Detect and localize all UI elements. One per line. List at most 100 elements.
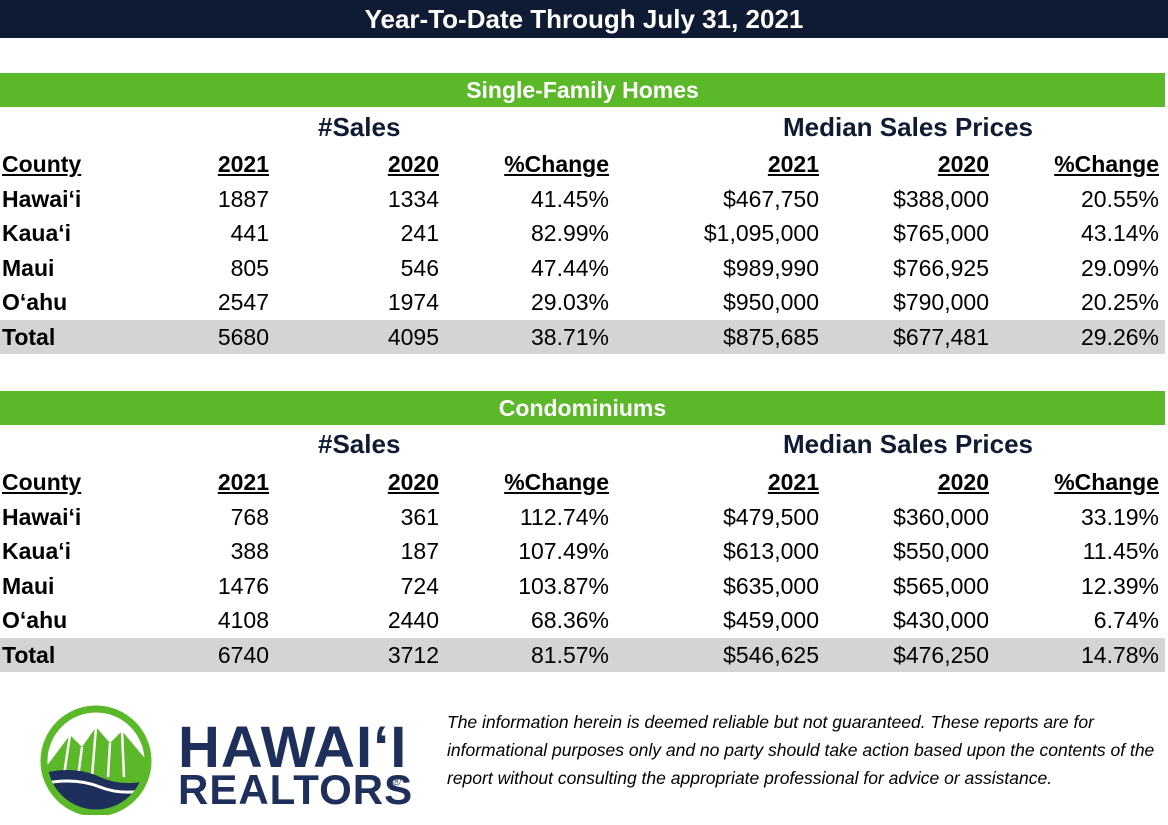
price-change: 33.19% (1080, 503, 1159, 530)
sales-2021: 768 (230, 503, 269, 530)
col-header-price-2020: 2020 (937, 469, 989, 495)
price-2020: $565,000 (893, 572, 989, 599)
sales-2021: 1887 (217, 185, 269, 212)
sales-change: 41.45% (530, 185, 609, 212)
single-family-table: County 2021 2020 %Change 2021 2020 %Chan… (0, 147, 1165, 354)
total-price-2021: $875,685 (615, 319, 825, 354)
condominiums-table: County 2021 2020 %Change 2021 2020 %Chan… (0, 465, 1165, 672)
total-sales-2021: 5680 (150, 319, 275, 354)
sales-2020: 361 (400, 503, 439, 530)
col-header-county: County (2, 469, 82, 495)
county-name: Hawai‘i (2, 503, 82, 530)
price-2020: $430,000 (893, 607, 989, 633)
price-2021: $613,000 (723, 538, 819, 564)
price-2021: $950,000 (723, 289, 819, 315)
total-price-2021: $546,625 (615, 637, 825, 672)
sales-change: 29.03% (530, 289, 609, 315)
sales-2021: 805 (230, 254, 269, 281)
price-change: 43.14% (1080, 220, 1159, 246)
registered-mark: ® (392, 774, 401, 788)
price-2020: $790,000 (893, 289, 989, 315)
total-sales-change: 81.57% (445, 637, 615, 672)
table-row: Kaua‘i 441 241 82.99% $1,095,000 $765,00… (0, 216, 1165, 251)
price-change: 6.74% (1093, 607, 1159, 633)
total-price-change: 14.78% (995, 637, 1165, 672)
group-label-median-prices: Median Sales Prices (783, 429, 1034, 459)
county-name: Kaua‘i (2, 538, 72, 564)
county-name: O‘ahu (2, 289, 68, 315)
table-total-row: Total 5680 4095 38.71% $875,685 $677,481… (0, 319, 1165, 354)
sales-2020: 1334 (387, 185, 439, 212)
sales-2021: 4108 (217, 607, 269, 633)
table-row: O‘ahu 2547 1974 29.03% $950,000 $790,000… (0, 285, 1165, 320)
col-header-price-2021: 2021 (767, 151, 819, 177)
total-sales-change: 38.71% (445, 319, 615, 354)
total-sales-2021: 6740 (150, 637, 275, 672)
county-name: Maui (2, 572, 55, 599)
price-2021: $479,500 (723, 503, 819, 530)
logo-text-realtors: REALTORS (178, 766, 414, 813)
logo-text-hawaii: HAWAI‘I (178, 715, 408, 780)
group-label-median-prices: Median Sales Prices (783, 112, 1034, 142)
col-header-county: County (2, 151, 82, 177)
price-change: 11.45% (1082, 538, 1159, 564)
total-sales-2020: 3712 (275, 637, 445, 672)
col-header-price-change: %Change (1054, 151, 1159, 177)
price-change: 12.39% (1080, 572, 1159, 599)
table-row: Hawai‘i 768 361 112.74% $479,500 $360,00… (0, 500, 1165, 535)
county-name: Kaua‘i (2, 220, 72, 246)
table-header-row: County 2021 2020 %Change 2021 2020 %Chan… (0, 147, 1165, 182)
county-name: O‘ahu (2, 607, 68, 633)
price-2021: $459,000 (723, 607, 819, 633)
sales-2020: 187 (400, 538, 439, 564)
price-change: 20.25% (1080, 289, 1159, 315)
sales-change: 82.99% (530, 220, 609, 246)
price-2021: $635,000 (723, 572, 819, 599)
table-row: Maui 805 546 47.44% $989,990 $766,925 29… (0, 251, 1165, 286)
col-header-sales-2021: 2021 (217, 151, 269, 177)
col-header-price-2020: 2020 (937, 151, 989, 177)
total-label: Total (0, 637, 150, 672)
col-header-sales-2021: 2021 (217, 469, 269, 495)
sales-change: 103.87% (518, 572, 609, 599)
total-price-2020: $677,481 (825, 319, 995, 354)
col-header-sales-2020: 2020 (387, 151, 439, 177)
price-2021: $1,095,000 (703, 220, 819, 246)
sales-2021: 441 (230, 220, 269, 246)
sales-2021: 1476 (217, 572, 269, 599)
price-change: 20.55% (1080, 185, 1159, 212)
table-row: O‘ahu 4108 2440 68.36% $459,000 $430,000… (0, 603, 1165, 638)
price-2021: $467,750 (723, 185, 819, 212)
group-label-sales: #Sales (318, 112, 401, 142)
total-price-change: 29.26% (995, 319, 1165, 354)
disclaimer-text: The information herein is deemed reliabl… (447, 712, 1155, 788)
col-header-price-2021: 2021 (767, 469, 819, 495)
col-header-sales-change: %Change (504, 151, 609, 177)
table-row: Hawai‘i 1887 1334 41.45% $467,750 $388,0… (0, 182, 1165, 217)
table-header-row: County 2021 2020 %Change 2021 2020 %Chan… (0, 465, 1165, 500)
total-sales-2020: 4095 (275, 319, 445, 354)
sales-change: 47.44% (530, 254, 609, 281)
total-price-2020: $476,250 (825, 637, 995, 672)
sales-change: 112.74% (519, 503, 609, 530)
sales-change: 107.49% (518, 538, 609, 564)
county-name: Hawai‘i (2, 185, 82, 212)
sales-2020: 241 (400, 220, 439, 246)
report-title: Year-To-Date Through July 31, 2021 (0, 0, 1168, 38)
sales-2020: 1974 (387, 289, 439, 315)
table-row: Maui 1476 724 103.87% $635,000 $565,000 … (0, 569, 1165, 604)
sales-2020: 724 (400, 572, 439, 599)
price-2020: $360,000 (893, 503, 989, 530)
price-2020: $765,000 (893, 220, 989, 246)
total-label: Total (0, 319, 150, 354)
table-row: Kaua‘i 388 187 107.49% $613,000 $550,000… (0, 534, 1165, 569)
price-2020: $388,000 (893, 185, 989, 212)
group-label-sales: #Sales (318, 429, 401, 459)
sales-change: 68.36% (530, 607, 609, 633)
section-header-condominiums: Condominiums (0, 391, 1165, 425)
price-2020: $766,925 (893, 254, 989, 281)
sales-2020: 2440 (387, 607, 439, 633)
county-name: Maui (2, 254, 55, 281)
sales-2021: 2547 (217, 289, 269, 315)
price-2020: $550,000 (893, 538, 989, 564)
